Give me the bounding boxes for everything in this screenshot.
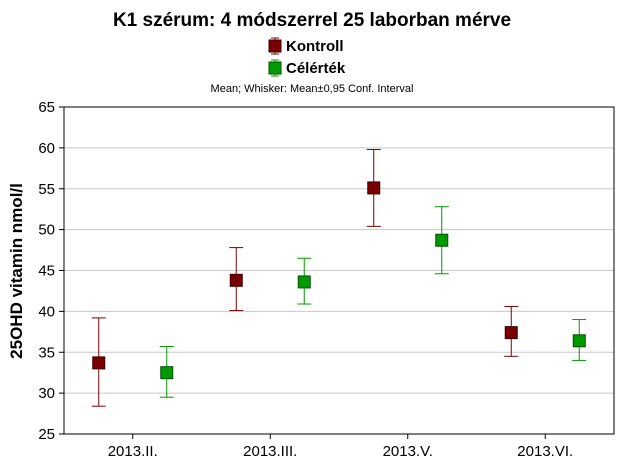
gridlines [64, 147, 614, 394]
y-tick-label: 25 [38, 426, 55, 443]
mean-marker [297, 275, 311, 289]
y-tick-label: 35 [38, 344, 55, 361]
mean-marker [435, 233, 449, 247]
x-tick-label: 2013.III. [243, 443, 297, 460]
point-c-l-rt-k-1 [297, 257, 312, 305]
legend-label-celertek: Célérték [286, 60, 346, 77]
legend-entry-celertek: Célérték [268, 59, 346, 77]
y-tick-label: 45 [38, 263, 55, 280]
x-tick-label: 2013.II. [108, 443, 158, 460]
point-c-l-rt-k-2 [434, 206, 449, 275]
point-kontroll-2 [366, 149, 381, 227]
y-axis-label: 25OHD vitamin nmol/l [7, 183, 26, 359]
y-tick-label: 50 [38, 222, 55, 239]
y-tick-label: 60 [38, 140, 55, 157]
legend: Kontroll Célérték [268, 37, 346, 77]
chart-title: K1 szérum: 4 módszerrel 25 laborban mérv… [113, 10, 511, 31]
point-kontroll-0 [91, 317, 106, 407]
point-c-l-rt-k-0 [159, 346, 174, 398]
chart-subtitle: Mean; Whisker: Mean±0,95 Conf. Interval [211, 83, 414, 95]
mean-marker [229, 273, 243, 287]
mean-marker [160, 366, 174, 380]
mean-marker [504, 326, 518, 340]
y-tick-label: 65 [38, 99, 55, 116]
point-kontroll-1 [229, 247, 244, 312]
data-marks [91, 149, 587, 407]
y-tick-label: 55 [38, 181, 55, 198]
x-axis: 2013.II. 2013.III. 2013.V. 2013.VI. [108, 434, 573, 460]
x-tick-label: 2013.VI. [517, 443, 573, 460]
y-axis: 25 30 35 40 45 50 55 60 65 [38, 99, 64, 443]
legend-marker-celertek [268, 61, 282, 75]
mean-marker [572, 334, 586, 348]
y-tick-label: 30 [38, 385, 55, 402]
legend-marker-kontroll [268, 39, 282, 53]
x-tick-label: 2013.V. [383, 443, 433, 460]
point-c-l-rt-k-3 [572, 319, 587, 361]
point-kontroll-3 [504, 305, 519, 357]
legend-label-kontroll: Kontroll [286, 38, 344, 55]
legend-entry-kontroll: Kontroll [268, 37, 344, 55]
mean-marker [367, 181, 381, 195]
y-tick-label: 40 [38, 303, 55, 320]
mean-marker [92, 356, 106, 370]
